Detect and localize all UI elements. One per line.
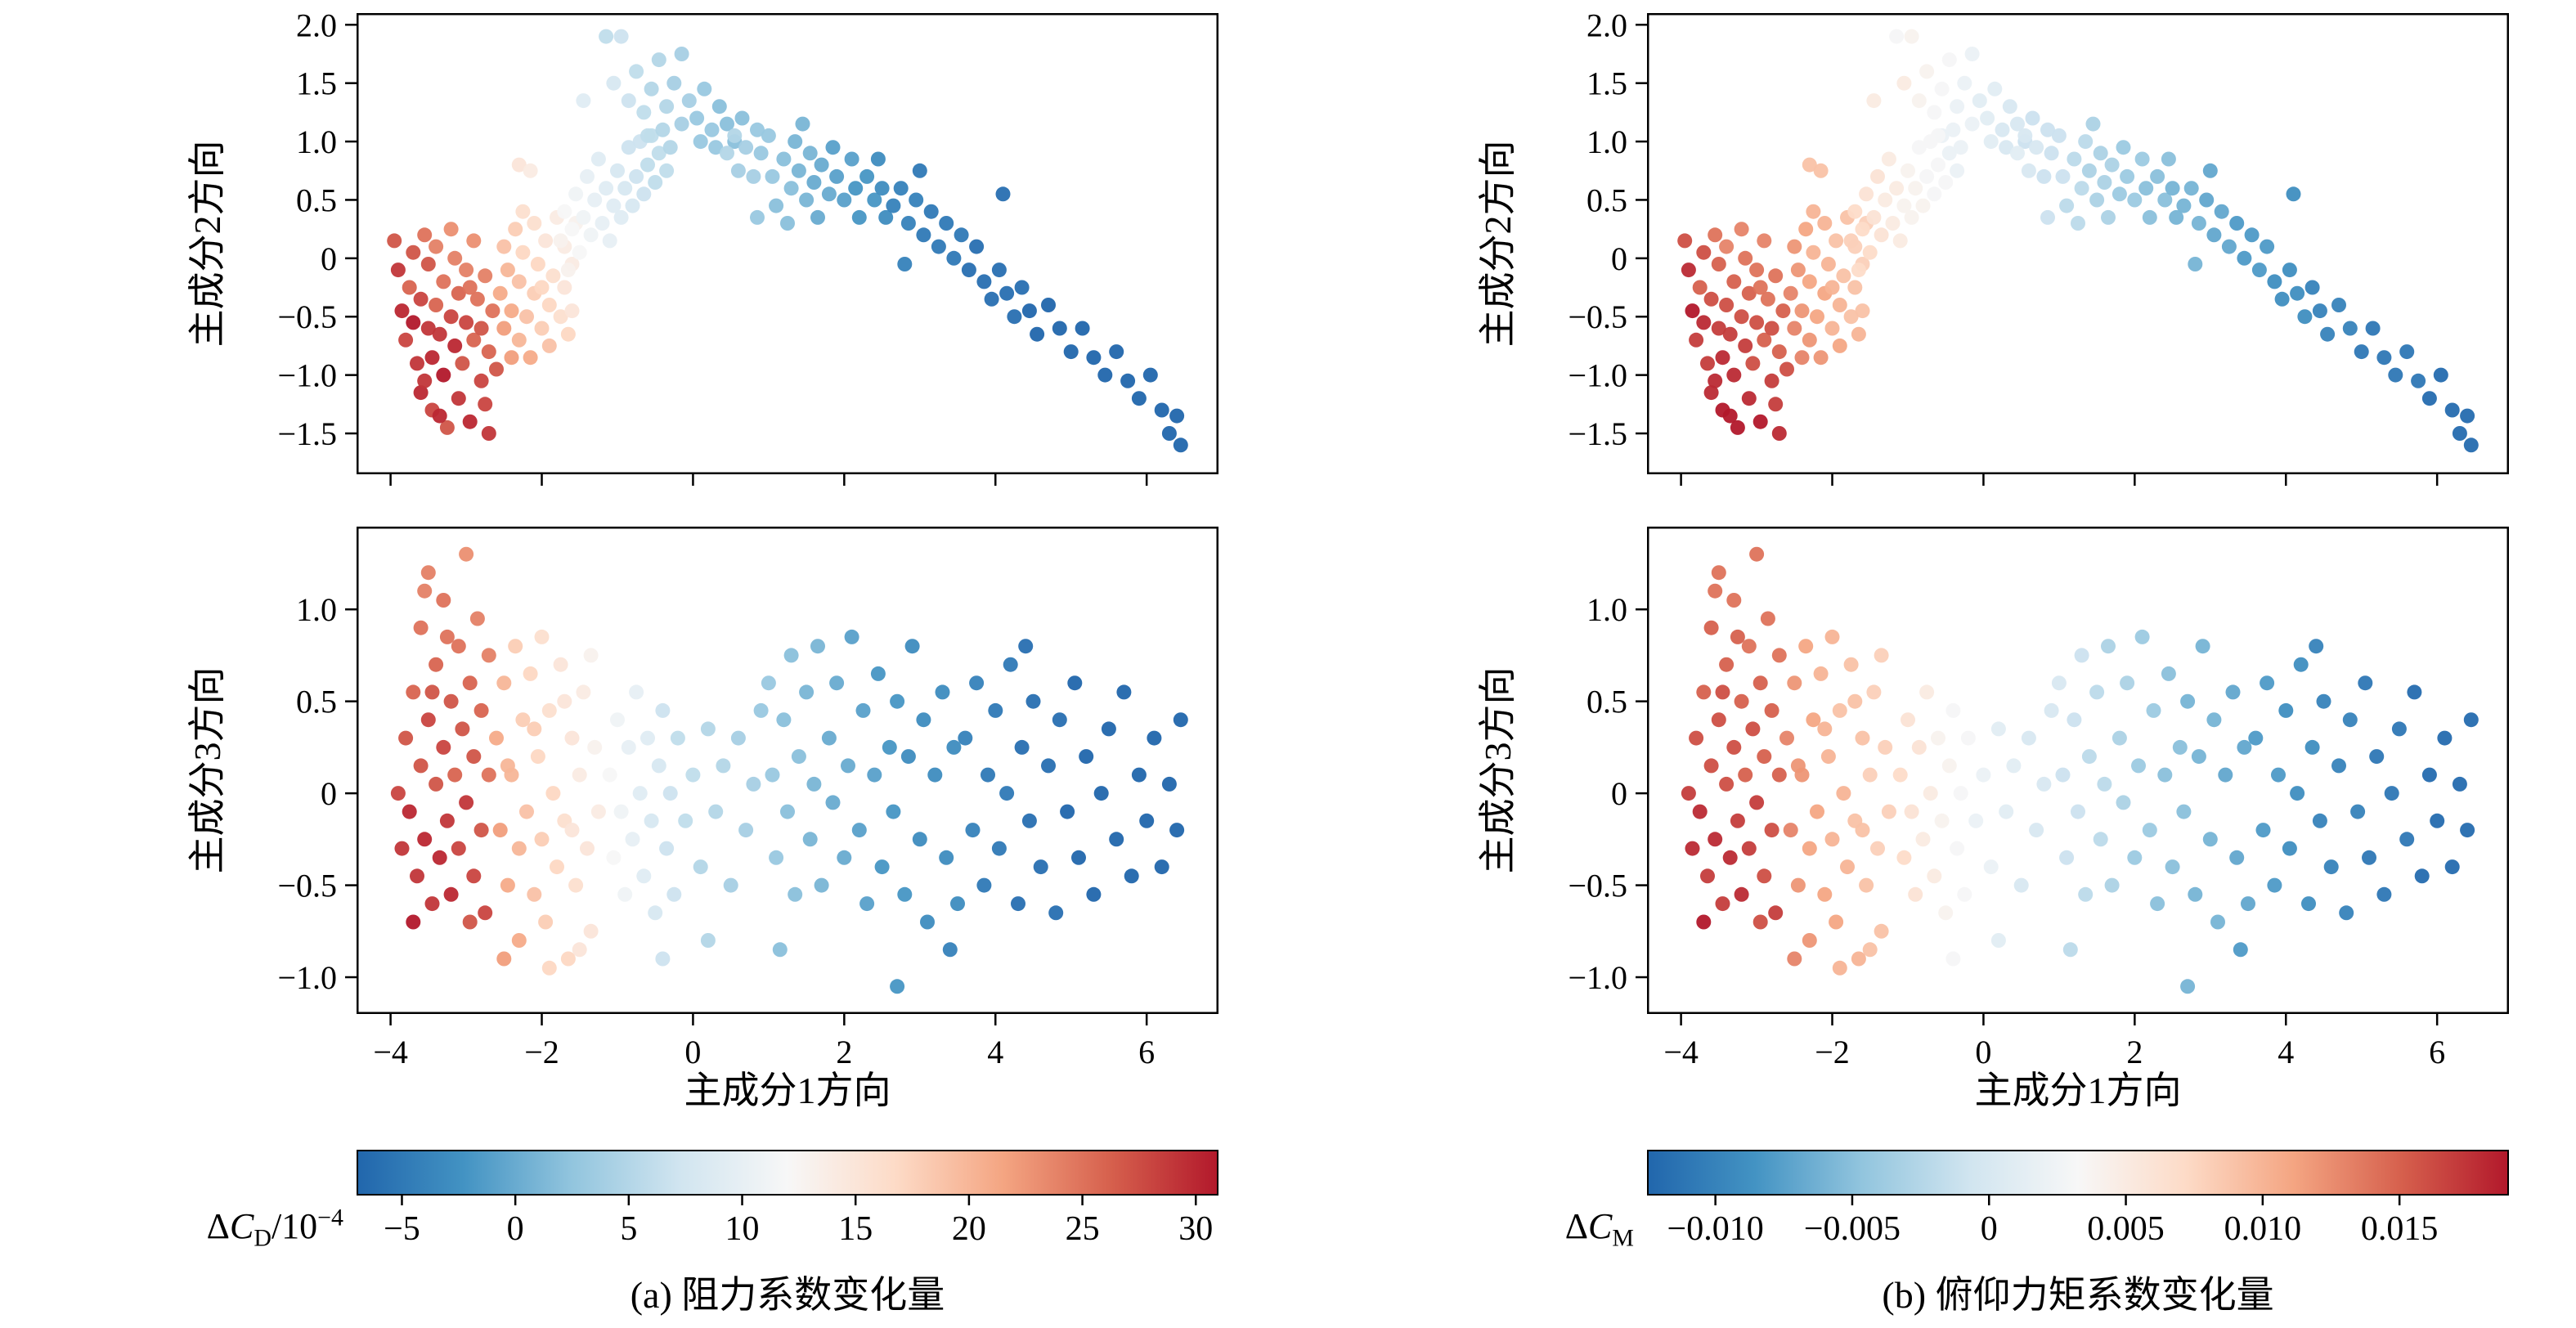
colorbar-b-label: ΔCM (1564, 1205, 1634, 1252)
svg-text:0.015: 0.015 (2361, 1210, 2439, 1248)
svg-text:0.5: 0.5 (296, 182, 337, 218)
svg-text:1.0: 1.0 (296, 591, 337, 628)
svg-text:−0.005: −0.005 (1804, 1210, 1901, 1248)
x-axis-label-b: 主成分1方向 (1974, 1070, 2182, 1111)
svg-text:0: 0 (1611, 775, 1627, 812)
caption-b: (b) 俯仰力矩系数变化量 (1882, 1274, 2274, 1316)
y-axis-label-b-bottom: 主成分3方向 (1477, 666, 1519, 874)
y-axis-label-b-top: 主成分2方向 (1477, 140, 1519, 348)
svg-text:0.5: 0.5 (296, 684, 337, 720)
svg-text:−0.5: −0.5 (277, 298, 337, 335)
svg-text:2: 2 (836, 1034, 852, 1070)
scatter-b-pc1-pc2: 2.0 1.5 1.0 0.5 0 −0.5 −1.0 −1.5 (1568, 7, 2509, 486)
colorbar-delta-cd: −5 0 5 10 15 20 25 30 (357, 1150, 1218, 1248)
svg-text:−0.5: −0.5 (1568, 868, 1627, 904)
caption-a: (a) 阻力系数变化量 (630, 1274, 945, 1316)
svg-text:−4: −4 (373, 1034, 408, 1070)
svg-text:0: 0 (1975, 1034, 1991, 1070)
svg-text:10: 10 (725, 1210, 760, 1248)
svg-text:20: 20 (952, 1210, 986, 1248)
svg-text:5: 5 (620, 1210, 637, 1248)
svg-text:−1.0: −1.0 (277, 959, 337, 996)
svg-text:4: 4 (987, 1034, 1003, 1070)
scatter-a-pc1-pc2: 2.0 1.5 1.0 0.5 0 −0.5 −1.0 −1.5 (277, 7, 1218, 486)
svg-text:0: 0 (321, 775, 337, 812)
delta-symbol: Δ (206, 1205, 230, 1246)
svg-text:0: 0 (684, 1034, 701, 1070)
svg-text:0: 0 (1981, 1210, 1998, 1248)
svg-text:1.0: 1.0 (1586, 123, 1627, 160)
y-axis-label-a-top: 主成分2方向 (186, 140, 228, 348)
svg-text:1.5: 1.5 (1586, 65, 1627, 102)
svg-text:2.0: 2.0 (1586, 7, 1627, 43)
svg-text:−2: −2 (1815, 1034, 1850, 1070)
svg-text:−1.0: −1.0 (277, 357, 337, 394)
svg-text:30: 30 (1178, 1210, 1213, 1248)
svg-text:0.5: 0.5 (1586, 684, 1627, 720)
x-axis-label-a: 主成分1方向 (684, 1070, 891, 1111)
svg-text:1.0: 1.0 (1586, 591, 1627, 628)
colorbar-delta-cm: −0.010 −0.005 0 0.005 0.010 0.015 (1647, 1150, 2509, 1248)
svg-text:−1.0: −1.0 (1568, 959, 1627, 996)
svg-text:0.5: 0.5 (1586, 182, 1627, 218)
svg-text:−2: −2 (524, 1034, 559, 1070)
svg-text:0.010: 0.010 (2224, 1210, 2302, 1248)
svg-text:−5: −5 (384, 1210, 420, 1248)
svg-text:1.0: 1.0 (296, 123, 337, 160)
colorbar-a-label: ΔCD/10−4 (206, 1204, 343, 1252)
scatter-a-pc1-pc3: −4 −2 0 2 4 6 1.0 0.5 0 −0.5 −1.0 (277, 527, 1218, 1070)
svg-text:1.5: 1.5 (296, 65, 337, 102)
svg-text:25: 25 (1066, 1210, 1100, 1248)
svg-text:0: 0 (507, 1210, 524, 1248)
svg-text:−4: −4 (1663, 1034, 1699, 1070)
svg-text:−1.5: −1.5 (277, 415, 337, 452)
svg-text:0.005: 0.005 (2087, 1210, 2165, 1248)
delta-symbol: Δ (1564, 1205, 1589, 1246)
svg-text:−1.5: −1.5 (1568, 415, 1627, 452)
y-axis-label-a-bottom: 主成分3方向 (186, 666, 228, 874)
svg-text:0: 0 (321, 240, 337, 277)
svg-text:−0.5: −0.5 (277, 868, 337, 904)
svg-text:4: 4 (2278, 1034, 2294, 1070)
svg-text:2.0: 2.0 (296, 7, 337, 43)
svg-text:6: 6 (1138, 1034, 1155, 1070)
svg-text:0: 0 (1611, 240, 1627, 277)
svg-text:−0.010: −0.010 (1667, 1210, 1764, 1248)
svg-text:6: 6 (2429, 1034, 2445, 1070)
svg-text:2: 2 (2126, 1034, 2143, 1070)
svg-text:−1.0: −1.0 (1568, 357, 1627, 394)
scatter-b-pc1-pc3: −4 −2 0 2 4 6 1.0 0.5 0 −0.5 −1.0 (1568, 527, 2509, 1070)
svg-text:15: 15 (838, 1210, 873, 1248)
svg-text:−0.5: −0.5 (1568, 298, 1627, 335)
